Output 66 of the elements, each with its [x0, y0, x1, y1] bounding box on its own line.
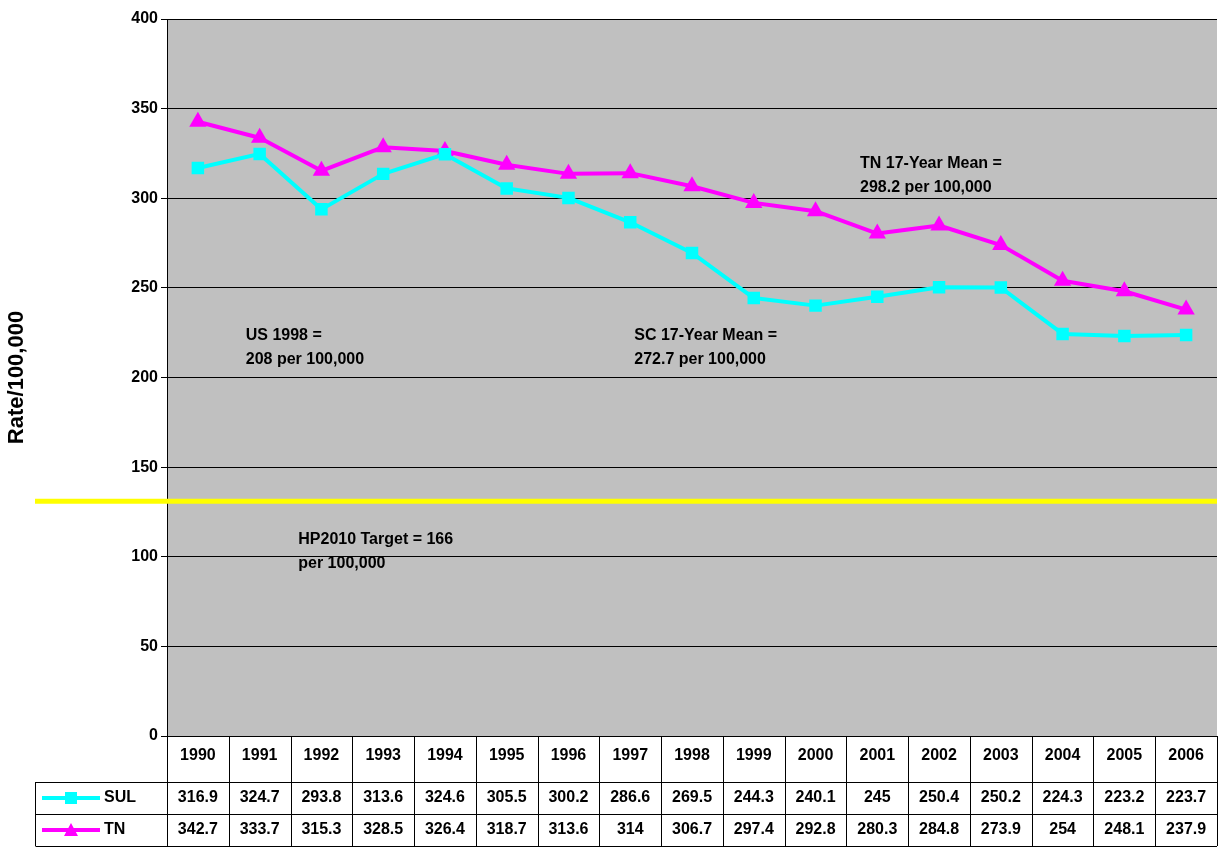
data-label: 248.1 — [1104, 820, 1145, 838]
data-label: 293.8 — [301, 788, 342, 806]
x-tick-label: 1993 — [365, 746, 402, 764]
data-label: 316.9 — [177, 788, 218, 806]
y-tick-label: 200 — [131, 367, 159, 385]
data-label: 324.7 — [239, 788, 280, 806]
data-label: 237.9 — [1166, 820, 1207, 838]
data-label: 292.8 — [795, 820, 836, 838]
y-tick-label: 0 — [149, 726, 159, 744]
annotation: TN 17-Year Mean = 298.2 per 100,000 — [860, 153, 1002, 195]
data-label: 313.6 — [363, 788, 404, 806]
data-label: 250.4 — [919, 788, 960, 806]
x-tick-label: 2001 — [859, 746, 896, 764]
y-tick-label: 250 — [131, 278, 159, 296]
data-label: 240.1 — [795, 788, 836, 806]
data-label: 254 — [1049, 820, 1077, 838]
data-label: 223.2 — [1104, 788, 1145, 806]
data-label: 244.3 — [733, 788, 774, 806]
x-tick-label: 2005 — [1106, 746, 1143, 764]
data-label: 250.2 — [980, 788, 1021, 806]
data-label: 305.5 — [486, 788, 527, 806]
y-axis-title: Rate/100,000 — [3, 310, 29, 445]
y-tick-label: 350 — [131, 99, 159, 117]
data-label: 314 — [616, 820, 644, 838]
data-label: 273.9 — [980, 820, 1021, 838]
x-tick-label: 1996 — [550, 746, 587, 764]
data-label: 326.4 — [424, 820, 466, 838]
x-tick-label: 1990 — [180, 746, 216, 764]
x-tick-label: 1997 — [612, 746, 649, 764]
data-label: 306.7 — [671, 820, 713, 838]
y-tick-label: 300 — [131, 188, 159, 206]
y-tick-label: 150 — [131, 457, 159, 475]
x-tick-label: 1998 — [674, 746, 710, 764]
x-tick-label: 1991 — [241, 746, 278, 764]
data-label: 280.3 — [857, 820, 898, 838]
x-tick-label: 2000 — [797, 746, 834, 764]
data-label: 318.7 — [486, 820, 527, 838]
legend-label: TN — [104, 820, 126, 838]
y-tick-label: 400 — [131, 9, 159, 27]
data-label: 269.5 — [671, 788, 713, 806]
y-tick-label: 100 — [131, 547, 159, 565]
data-label: 284.8 — [919, 820, 960, 838]
data-label: 333.7 — [239, 820, 280, 838]
annotation: SC 17-Year Mean = 272.7 per 100,000 — [634, 325, 777, 367]
data-label: 342.7 — [177, 820, 218, 838]
annotation: US 1998 = 208 per 100,000 — [245, 325, 365, 367]
x-tick-label: 2006 — [1168, 746, 1205, 764]
y-tick-label: 50 — [140, 636, 159, 654]
data-label: 245 — [863, 788, 891, 806]
data-label: 328.5 — [363, 820, 404, 838]
x-tick-label: 2002 — [921, 746, 957, 764]
data-label: 300.2 — [548, 788, 589, 806]
data-label: 313.6 — [548, 820, 589, 838]
x-tick-label: 2003 — [983, 746, 1019, 764]
x-tick-label: 2004 — [1044, 746, 1081, 764]
x-tick-label: 1999 — [735, 746, 772, 764]
x-tick-label: 1995 — [488, 746, 525, 764]
data-label: 224.3 — [1042, 788, 1083, 806]
x-tick-label: 1994 — [427, 746, 463, 764]
data-label: 297.4 — [733, 820, 774, 838]
data-label: 286.6 — [610, 788, 651, 806]
data-label: 324.6 — [424, 788, 466, 806]
x-tick-label: 1992 — [303, 746, 340, 764]
legend-label: SUL — [104, 788, 137, 806]
data-label: 315.3 — [301, 820, 342, 838]
data-label: 223.7 — [1166, 788, 1207, 806]
